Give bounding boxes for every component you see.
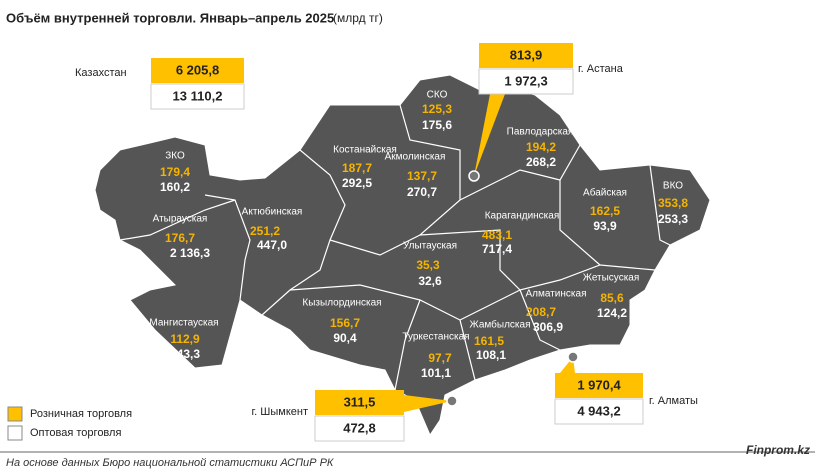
region-name: Актюбинская <box>242 206 303 218</box>
source: На основе данных Бюро национальной стати… <box>6 457 334 469</box>
region-name: Павлодарская <box>507 127 574 138</box>
box-label: г. Алматы <box>649 395 698 407</box>
region-retail: 35,3 <box>416 258 440 272</box>
wholesale-box <box>478 68 574 95</box>
legend-swatch <box>7 425 23 441</box>
retail-box <box>479 43 573 68</box>
city-marker <box>567 351 579 363</box>
region-name: Костанайская <box>333 145 397 156</box>
region-name: Кызылординская <box>302 298 381 309</box>
region-name: Атырауская <box>153 214 208 225</box>
country-shape <box>94 74 711 437</box>
region-name: Жамбылская <box>470 319 531 331</box>
region-wholesale: 270,7 <box>407 185 437 199</box>
wholesale-box <box>314 415 405 442</box>
city-pointer <box>474 94 505 176</box>
legend-swatch <box>7 406 23 422</box>
region-wholesale: 253,3 <box>658 212 688 226</box>
region-name: ЗКО <box>165 151 185 162</box>
region-name: Алматинская <box>526 289 587 300</box>
region-name: Акмолинская <box>385 152 446 163</box>
region-wholesale: 108,1 <box>476 348 506 362</box>
city-marker <box>446 395 458 407</box>
legend-label: Оптовая торговля <box>30 427 121 439</box>
region-name: ВКО <box>663 181 683 192</box>
region-wholesale: 93,9 <box>593 219 617 233</box>
region-retail: 97,7 <box>428 351 452 365</box>
city-pointer <box>404 395 452 412</box>
legend: Розничная торговля Оптовая торговля <box>7 406 132 441</box>
brand: Finprom.kz <box>746 443 810 457</box>
box-label: г. Шымкент <box>252 406 309 418</box>
map <box>94 74 711 437</box>
retail-value: 813,9 <box>510 47 543 62</box>
region-wholesale: 143,3 <box>170 347 200 361</box>
legend-label: Розничная торговля <box>30 408 132 420</box>
city-marker <box>468 170 480 182</box>
retail-box <box>315 390 404 415</box>
region-wholesale: 306,9 <box>533 320 563 334</box>
retail-value: 1 970,4 <box>577 377 621 392</box>
wholesale-value: 1 972,3 <box>504 73 547 88</box>
region-retail: 161,5 <box>474 334 504 348</box>
region-retail: 112,9 <box>170 332 200 346</box>
region-retail: 137,7 <box>407 169 437 183</box>
region-retail: 176,7 <box>165 231 195 245</box>
region-retail: 208,7 <box>526 305 556 319</box>
region-wholesale: 175,6 <box>422 118 452 132</box>
region-wholesale: 124,2 <box>597 306 627 320</box>
region-name: Карагандинская <box>485 211 560 222</box>
region-wholesale: 447,0 <box>257 238 287 252</box>
region-wholesale: 268,2 <box>526 155 556 169</box>
region-borders <box>119 104 671 391</box>
retail-value: 6 205,8 <box>176 62 219 77</box>
wholesale-value: 13 110,2 <box>173 88 223 103</box>
region-name: СКО <box>427 90 448 101</box>
region-name: Туркестанская <box>402 332 469 343</box>
wholesale-box <box>554 398 644 425</box>
region-name: Мангистауская <box>149 318 218 329</box>
region-retail: 156,7 <box>330 316 360 330</box>
region-name: Жетысуская <box>583 273 640 284</box>
region-retail: 85,6 <box>600 291 624 305</box>
wholesale-value: 472,8 <box>343 420 376 435</box>
region-retail: 125,3 <box>422 102 452 116</box>
retail-box <box>151 58 244 83</box>
region-retail: 179,4 <box>160 165 190 179</box>
box-label: г. Астана <box>578 63 624 75</box>
box-label: Казахстан <box>75 67 127 79</box>
region-wholesale: 717,4 <box>482 242 512 256</box>
title-unit: (млрд тг) <box>333 11 383 25</box>
region-retail: 251,2 <box>250 224 280 238</box>
region-wholesale: 90,4 <box>333 331 357 345</box>
region-wholesale: 2 136,3 <box>170 246 210 260</box>
retail-value: 311,5 <box>344 394 376 409</box>
wholesale-box <box>150 83 245 110</box>
region-wholesale: 160,2 <box>160 180 190 194</box>
region-retail: 187,7 <box>342 161 372 175</box>
region-retail: 162,5 <box>590 204 620 218</box>
region-name: Улытауская <box>403 241 457 252</box>
region-retail: 483,1 <box>482 228 512 242</box>
region-wholesale: 292,5 <box>342 176 372 190</box>
wholesale-value: 4 943,2 <box>577 403 620 418</box>
region-name: Абайская <box>583 187 627 199</box>
retail-box <box>555 373 643 398</box>
region-wholesale: 101,1 <box>421 366 451 380</box>
region-wholesale: 32,6 <box>418 274 442 288</box>
region-retail: 194,2 <box>526 140 556 154</box>
region-retail: 353,8 <box>658 196 688 210</box>
title: Объём внутренней торговли. Январь–апрель… <box>6 10 334 25</box>
